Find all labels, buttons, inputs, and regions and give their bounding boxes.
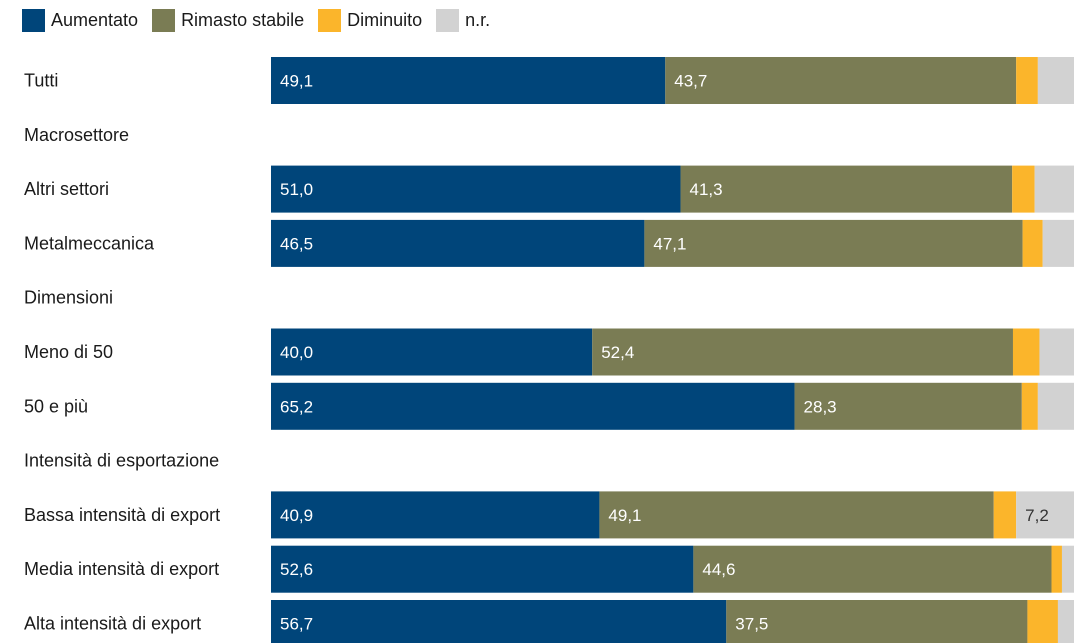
bar-segment-rimasto-stabile bbox=[599, 491, 994, 539]
bar-segment-aumentato bbox=[271, 57, 666, 104]
data-label-aumentato: 46,5 bbox=[280, 234, 313, 253]
row-label: Tutti bbox=[24, 71, 58, 91]
legend-item-aumentato: Aumentato bbox=[22, 8, 139, 32]
legend-swatch-rimasto-stabile bbox=[152, 8, 176, 32]
bar-segment-aumentato bbox=[271, 600, 727, 643]
legend: Aumentato Rimasto stabile Diminuito n.r. bbox=[22, 6, 490, 34]
group-header-label: Dimensioni bbox=[24, 288, 113, 308]
bar-segment-rimasto-stabile bbox=[693, 545, 1052, 593]
data-label-rimasto-stabile: 44,6 bbox=[702, 560, 735, 579]
bar-segment-rimasto-stabile bbox=[726, 600, 1028, 643]
bar-segment-rimasto-stabile bbox=[592, 328, 1013, 376]
row-label: Altri settori bbox=[24, 179, 109, 199]
legend-label-rimasto-stabile: Rimasto stabile bbox=[181, 9, 305, 30]
data-label-rimasto-stabile: 49,1 bbox=[608, 506, 641, 525]
bar-segment-nr bbox=[1034, 165, 1074, 213]
bar-segment-aumentato bbox=[271, 545, 694, 593]
row-label: Bassa intensità di export bbox=[24, 505, 220, 525]
bar-segment-rimasto-stabile bbox=[794, 382, 1022, 430]
legend-swatch-aumentato bbox=[22, 8, 45, 32]
legend-label-diminuito: Diminuito bbox=[347, 9, 423, 30]
bar-segment-diminuito bbox=[1012, 165, 1035, 213]
legend-item-nr: n.r. bbox=[436, 8, 491, 32]
row-label: Media intensità di export bbox=[24, 559, 219, 579]
bar-segment-nr bbox=[1037, 57, 1074, 104]
data-label-aumentato: 40,9 bbox=[280, 506, 313, 525]
data-label-aumentato: 51,0 bbox=[280, 180, 313, 199]
data-label-aumentato: 56,7 bbox=[280, 615, 313, 634]
data-label-aumentato: 40,0 bbox=[280, 343, 313, 362]
row-label: Meno di 50 bbox=[24, 342, 113, 362]
bar-segment-aumentato bbox=[271, 219, 645, 267]
bar-segment-diminuito bbox=[1051, 545, 1062, 593]
bar-segment-nr bbox=[1037, 382, 1074, 430]
bar-segment-aumentato bbox=[271, 328, 593, 376]
bar-segment-nr bbox=[1057, 600, 1074, 643]
data-label-aumentato: 49,1 bbox=[280, 72, 313, 91]
bar-segment-rimasto-stabile bbox=[680, 165, 1013, 213]
row-label: Alta intensità di export bbox=[24, 614, 201, 634]
bar-segment-rimasto-stabile bbox=[665, 57, 1017, 104]
bar-segment-diminuito bbox=[1016, 57, 1038, 104]
data-label-rimasto-stabile: 37,5 bbox=[735, 615, 768, 634]
data-label-nr: 7,2 bbox=[1025, 506, 1049, 525]
data-label-rimasto-stabile: 52,4 bbox=[601, 343, 634, 362]
legend-swatch-nr bbox=[436, 8, 460, 32]
data-label-rimasto-stabile: 41,3 bbox=[690, 180, 723, 199]
bar-segment-nr bbox=[1042, 219, 1074, 267]
bar-segment-nr bbox=[1061, 545, 1074, 593]
bar-segment-aumentato bbox=[271, 491, 600, 539]
bar-segment-diminuito bbox=[1022, 219, 1043, 267]
legend-label-nr: n.r. bbox=[465, 9, 491, 30]
bar-segment-diminuito bbox=[1012, 328, 1040, 376]
bar-segment-diminuito bbox=[993, 491, 1017, 539]
row-label: 50 e più bbox=[24, 396, 88, 416]
bar-segment-aumentato bbox=[271, 165, 681, 213]
data-label-rimasto-stabile: 47,1 bbox=[653, 234, 686, 253]
legend-item-diminuito: Diminuito bbox=[318, 8, 423, 32]
data-label-rimasto-stabile: 28,3 bbox=[804, 397, 837, 416]
legend-label-aumentato: Aumentato bbox=[51, 9, 139, 30]
group-header-label: Intensità di esportazione bbox=[24, 451, 219, 471]
legend-item-rimasto-stabile: Rimasto stabile bbox=[152, 8, 305, 32]
bar-segment-rimasto-stabile bbox=[644, 219, 1023, 267]
group-header-label: Macrosettore bbox=[24, 125, 129, 145]
data-label-aumentato: 65,2 bbox=[280, 397, 313, 416]
bar-segment-aumentato bbox=[271, 382, 795, 430]
row-label: Metalmeccanica bbox=[24, 233, 155, 253]
bar-segment-diminuito bbox=[1021, 382, 1038, 430]
bar-segment-diminuito bbox=[1027, 600, 1058, 643]
data-label-aumentato: 52,6 bbox=[280, 560, 313, 579]
data-label-rimasto-stabile: 43,7 bbox=[674, 72, 707, 91]
bar-segment-nr bbox=[1039, 328, 1074, 376]
legend-swatch-diminuito bbox=[318, 8, 342, 32]
bar-segment-nr bbox=[1016, 491, 1074, 539]
